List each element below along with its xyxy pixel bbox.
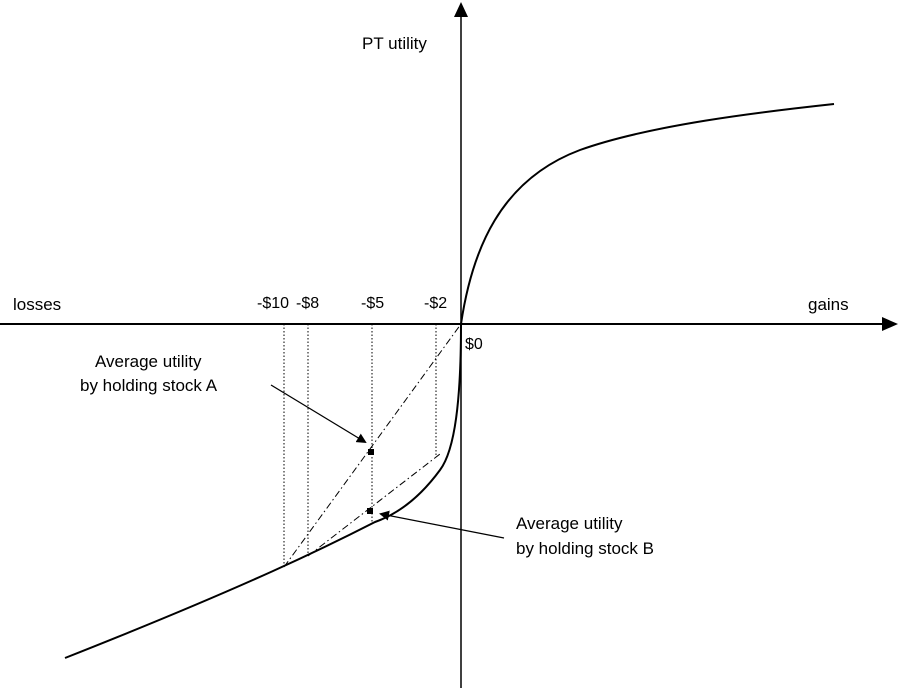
annotation-stock-b-line2: by holding stock B xyxy=(516,539,654,558)
y-axis-label: PT utility xyxy=(362,34,427,53)
annotation-stock-a-line2: by holding stock A xyxy=(80,376,218,395)
x-axis-arrowhead-icon xyxy=(882,317,898,331)
tick-label: -$2 xyxy=(424,295,448,312)
tick-label: -$10 xyxy=(257,295,290,312)
tick-label: -$8 xyxy=(296,295,320,312)
annotation-stock-b-line1: Average utility xyxy=(516,514,623,533)
point-stock-b xyxy=(367,508,373,514)
y-axis-arrowhead-icon xyxy=(454,2,468,17)
x-axis-left-label: losses xyxy=(13,295,62,314)
x-axis-right-label: gains xyxy=(808,295,849,314)
arrow-stock-a xyxy=(270,384,367,444)
arrow-stock-b xyxy=(379,510,505,539)
annotation-stock-a-line1: Average utility xyxy=(95,352,202,371)
tick-label: -$5 xyxy=(361,295,385,312)
utility-curve-gains xyxy=(460,103,835,325)
chord-stock-b xyxy=(307,453,441,557)
chord-stock-a xyxy=(283,323,462,568)
point-stock-a xyxy=(368,449,374,455)
origin-label: $0 xyxy=(465,336,483,353)
